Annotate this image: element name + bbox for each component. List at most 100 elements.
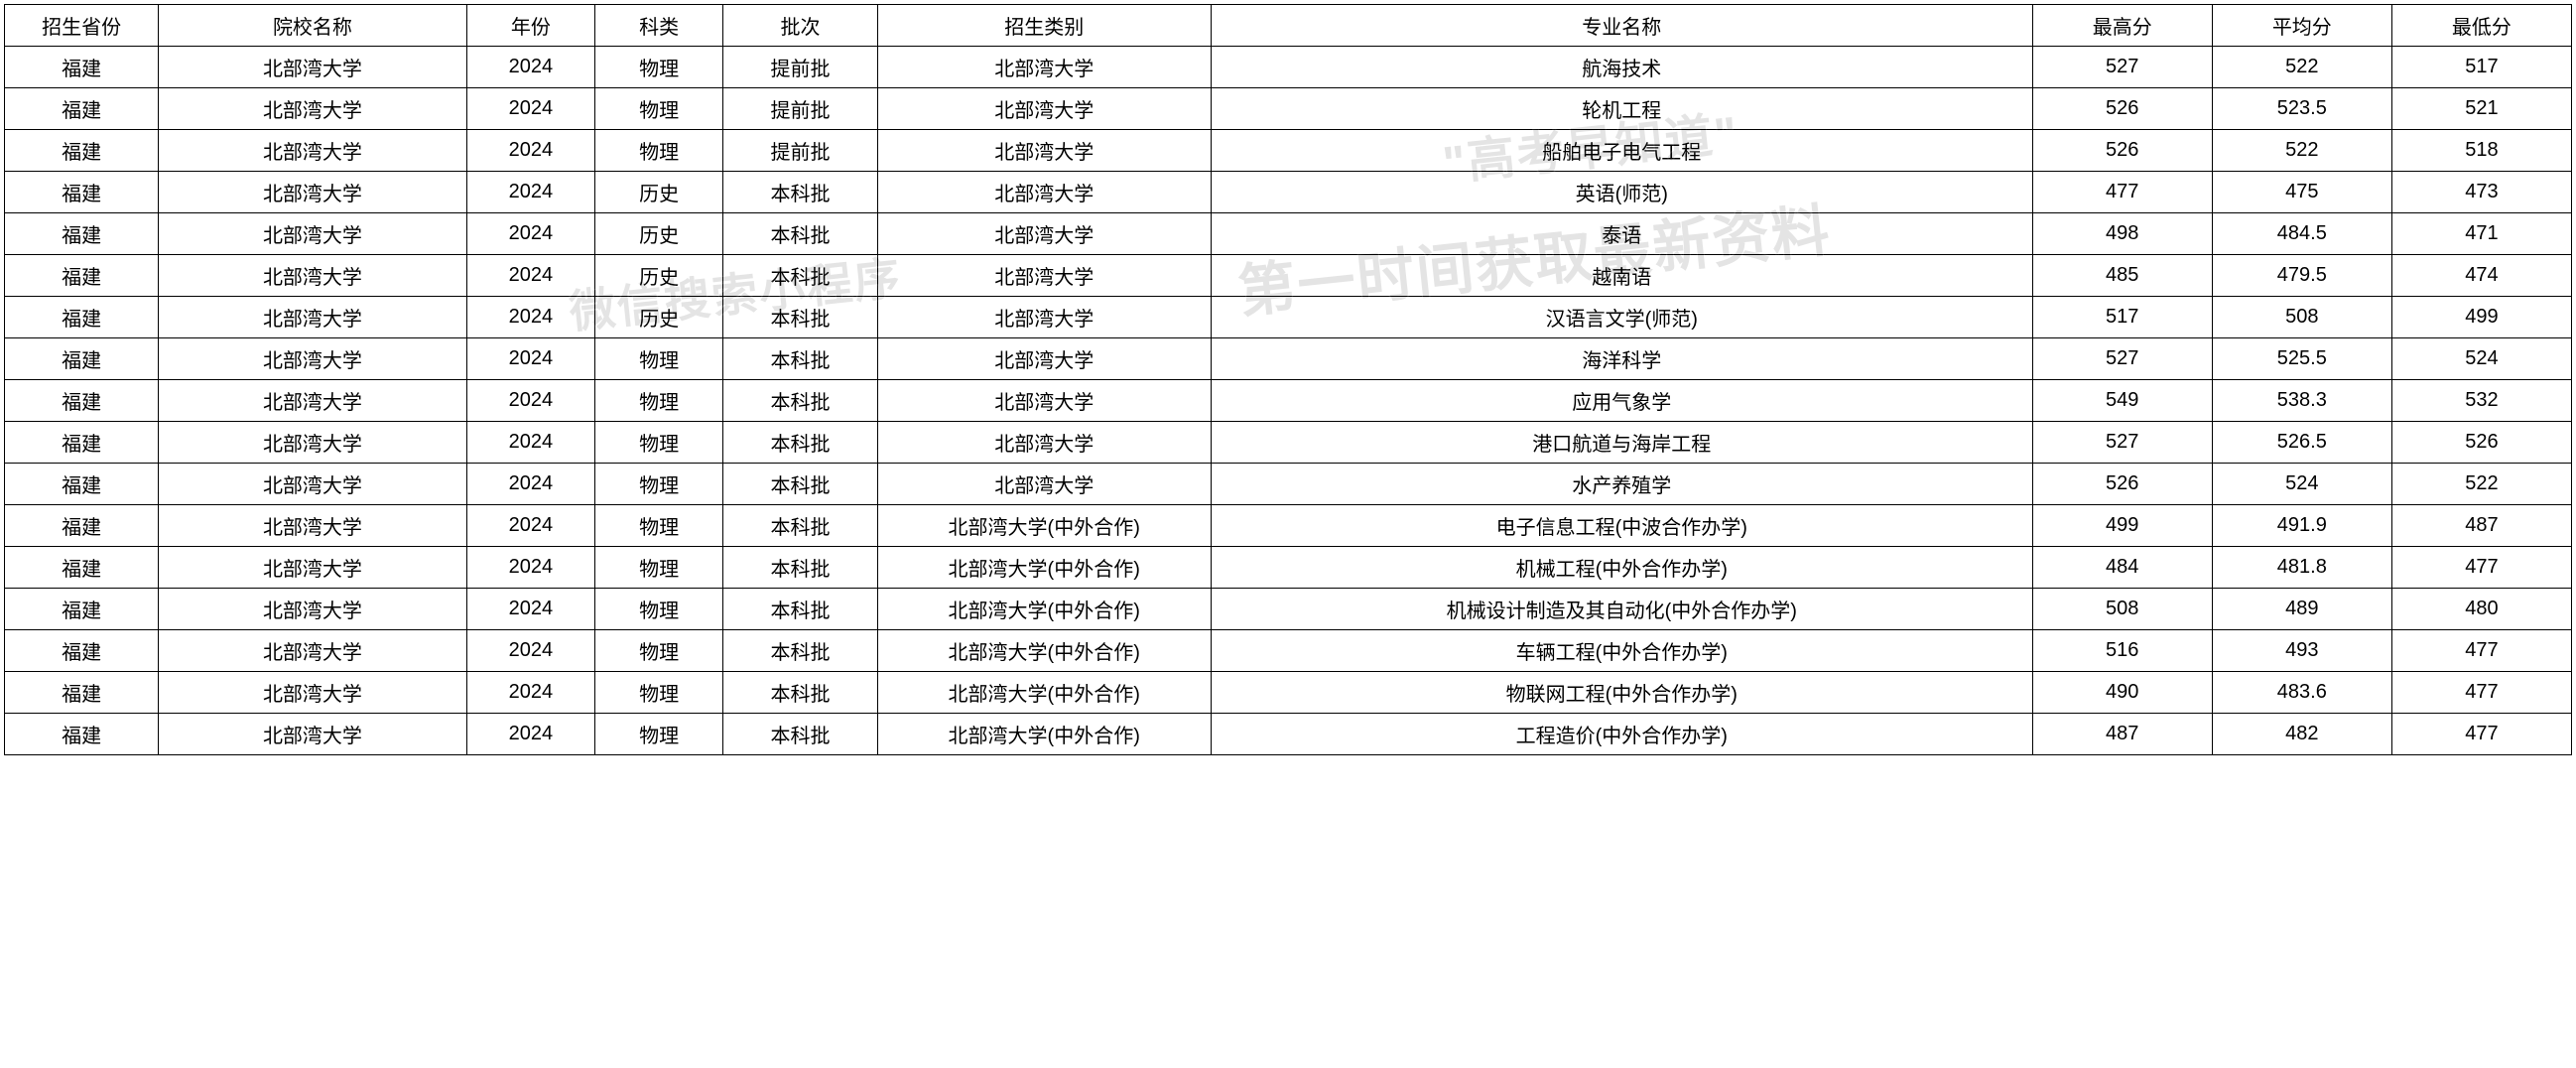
cell-batch: 本科批 [723, 380, 877, 422]
cell-min: 521 [2391, 88, 2571, 130]
cell-school: 北部湾大学 [159, 464, 466, 505]
cell-max: 508 [2032, 589, 2212, 630]
cell-subject: 物理 [595, 672, 723, 714]
cell-school: 北部湾大学 [159, 589, 466, 630]
cell-school: 北部湾大学 [159, 547, 466, 589]
cell-province: 福建 [5, 630, 159, 672]
cell-major: 水产养殖学 [1211, 464, 2032, 505]
cell-category: 北部湾大学 [877, 338, 1211, 380]
cell-category: 北部湾大学(中外合作) [877, 714, 1211, 755]
cell-year: 2024 [466, 589, 594, 630]
cell-province: 福建 [5, 589, 159, 630]
cell-school: 北部湾大学 [159, 422, 466, 464]
cell-max: 490 [2032, 672, 2212, 714]
cell-min: 522 [2391, 464, 2571, 505]
table-row: 福建北部湾大学2024物理本科批北部湾大学应用气象学549538.3532 [5, 380, 2572, 422]
cell-year: 2024 [466, 547, 594, 589]
cell-province: 福建 [5, 255, 159, 297]
cell-avg: 524 [2212, 464, 2391, 505]
cell-batch: 本科批 [723, 172, 877, 213]
cell-min: 524 [2391, 338, 2571, 380]
cell-avg: 493 [2212, 630, 2391, 672]
cell-min: 473 [2391, 172, 2571, 213]
cell-school: 北部湾大学 [159, 297, 466, 338]
cell-subject: 物理 [595, 422, 723, 464]
cell-subject: 物理 [595, 130, 723, 172]
cell-min: 518 [2391, 130, 2571, 172]
cell-year: 2024 [466, 380, 594, 422]
cell-max: 526 [2032, 88, 2212, 130]
cell-year: 2024 [466, 172, 594, 213]
table-row: 福建北部湾大学2024物理提前批北部湾大学船舶电子电气工程526522518 [5, 130, 2572, 172]
cell-batch: 本科批 [723, 672, 877, 714]
cell-avg: 508 [2212, 297, 2391, 338]
cell-avg: 491.9 [2212, 505, 2391, 547]
cell-school: 北部湾大学 [159, 255, 466, 297]
cell-province: 福建 [5, 297, 159, 338]
cell-major: 应用气象学 [1211, 380, 2032, 422]
cell-major: 航海技术 [1211, 47, 2032, 88]
table-row: 福建北部湾大学2024物理本科批北部湾大学(中外合作)车辆工程(中外合作办学)5… [5, 630, 2572, 672]
table-header-row: 招生省份院校名称年份科类批次招生类别专业名称最高分平均分最低分 [5, 5, 2572, 47]
table-row: 福建北部湾大学2024历史本科批北部湾大学英语(师范)477475473 [5, 172, 2572, 213]
cell-major: 船舶电子电气工程 [1211, 130, 2032, 172]
cell-year: 2024 [466, 88, 594, 130]
cell-min: 532 [2391, 380, 2571, 422]
cell-avg: 484.5 [2212, 213, 2391, 255]
cell-subject: 物理 [595, 589, 723, 630]
cell-major: 车辆工程(中外合作办学) [1211, 630, 2032, 672]
cell-year: 2024 [466, 505, 594, 547]
col-header-school: 院校名称 [159, 5, 466, 47]
cell-batch: 本科批 [723, 505, 877, 547]
cell-province: 福建 [5, 47, 159, 88]
col-header-batch: 批次 [723, 5, 877, 47]
cell-province: 福建 [5, 464, 159, 505]
cell-major: 泰语 [1211, 213, 2032, 255]
cell-school: 北部湾大学 [159, 47, 466, 88]
cell-school: 北部湾大学 [159, 630, 466, 672]
cell-year: 2024 [466, 714, 594, 755]
cell-school: 北部湾大学 [159, 172, 466, 213]
table-row: 福建北部湾大学2024历史本科批北部湾大学越南语485479.5474 [5, 255, 2572, 297]
cell-major: 轮机工程 [1211, 88, 2032, 130]
cell-year: 2024 [466, 338, 594, 380]
table-row: 福建北部湾大学2024历史本科批北部湾大学泰语498484.5471 [5, 213, 2572, 255]
cell-batch: 本科批 [723, 422, 877, 464]
cell-avg: 523.5 [2212, 88, 2391, 130]
cell-subject: 历史 [595, 213, 723, 255]
cell-year: 2024 [466, 297, 594, 338]
cell-category: 北部湾大学(中外合作) [877, 672, 1211, 714]
cell-year: 2024 [466, 255, 594, 297]
cell-max: 527 [2032, 338, 2212, 380]
cell-subject: 历史 [595, 297, 723, 338]
cell-avg: 522 [2212, 47, 2391, 88]
cell-school: 北部湾大学 [159, 130, 466, 172]
cell-avg: 526.5 [2212, 422, 2391, 464]
cell-category: 北部湾大学 [877, 130, 1211, 172]
cell-avg: 538.3 [2212, 380, 2391, 422]
cell-min: 477 [2391, 714, 2571, 755]
cell-major: 英语(师范) [1211, 172, 2032, 213]
cell-subject: 物理 [595, 338, 723, 380]
cell-min: 517 [2391, 47, 2571, 88]
col-header-subject: 科类 [595, 5, 723, 47]
cell-max: 498 [2032, 213, 2212, 255]
cell-subject: 历史 [595, 255, 723, 297]
cell-province: 福建 [5, 547, 159, 589]
cell-category: 北部湾大学 [877, 380, 1211, 422]
cell-category: 北部湾大学 [877, 422, 1211, 464]
table-row: 福建北部湾大学2024物理提前批北部湾大学航海技术527522517 [5, 47, 2572, 88]
cell-max: 484 [2032, 547, 2212, 589]
cell-subject: 物理 [595, 47, 723, 88]
col-header-max: 最高分 [2032, 5, 2212, 47]
cell-subject: 历史 [595, 172, 723, 213]
cell-major: 物联网工程(中外合作办学) [1211, 672, 2032, 714]
cell-avg: 525.5 [2212, 338, 2391, 380]
cell-province: 福建 [5, 213, 159, 255]
cell-max: 527 [2032, 47, 2212, 88]
cell-category: 北部湾大学 [877, 255, 1211, 297]
cell-avg: 483.6 [2212, 672, 2391, 714]
cell-batch: 提前批 [723, 47, 877, 88]
score-table: 招生省份院校名称年份科类批次招生类别专业名称最高分平均分最低分 福建北部湾大学2… [4, 4, 2572, 755]
cell-province: 福建 [5, 714, 159, 755]
